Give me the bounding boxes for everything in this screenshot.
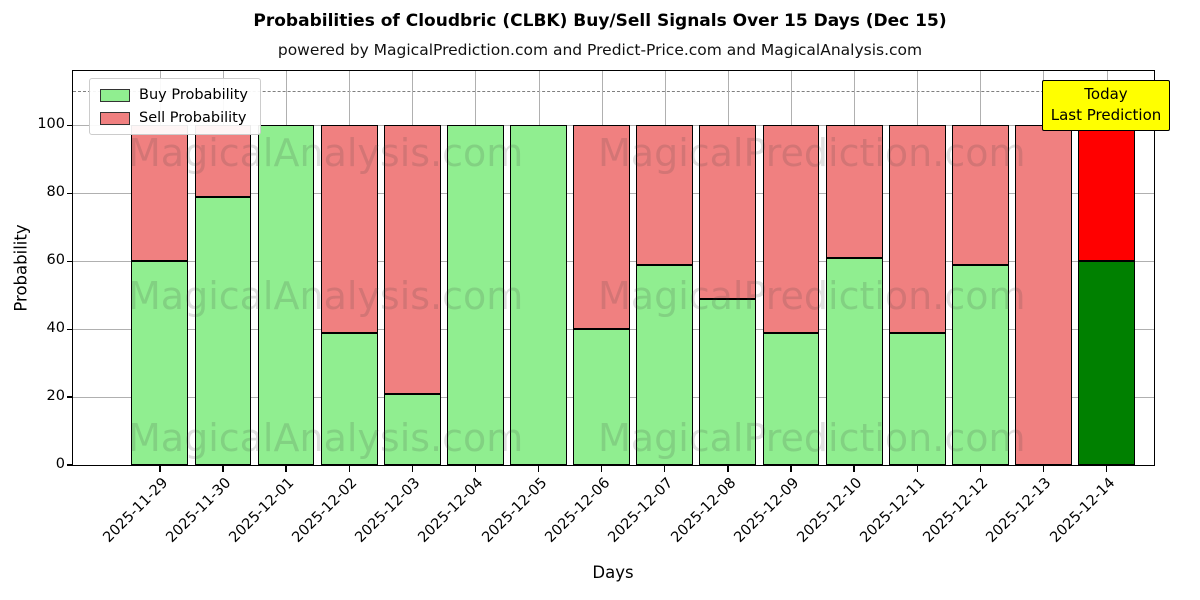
- x-axis-tick: [979, 465, 981, 472]
- bar-segment-buy: [636, 264, 694, 465]
- bar-segment-sell: [320, 125, 378, 333]
- legend: Buy Probability Sell Probability: [89, 78, 261, 135]
- bar-segment-sell: [951, 125, 1009, 265]
- bar-segment-sell: [825, 125, 883, 258]
- y-axis-tick-label: 60: [46, 252, 65, 269]
- bar-segment-buy: [131, 261, 189, 465]
- x-axis-tick: [1105, 465, 1108, 472]
- y-axis-tick-label: 20: [46, 388, 65, 405]
- bar-segment-sell: [131, 125, 189, 262]
- plot-area: Buy Probability Sell Probability 0 20 40 60…: [37, 70, 1155, 546]
- y-axis-tick: [67, 464, 73, 466]
- y-axis-tick: [67, 124, 73, 127]
- annotation-line-last-prediction: Last Prediction: [1050, 106, 1162, 125]
- bar-segment-buy: [762, 332, 820, 465]
- bar-segment-buy: [699, 298, 757, 465]
- y-axis-tick: [67, 396, 73, 398]
- bar-segment-sell: [888, 125, 946, 333]
- chart-title: Probabilities of Cloudbric (CLBK) Buy/Se…: [253, 11, 947, 31]
- legend-label-sell: Sell Probability: [139, 110, 247, 126]
- x-axis-tick: [537, 465, 540, 472]
- x-axis-tick: [790, 465, 792, 472]
- y-axis-tick: [67, 192, 73, 194]
- x-axis-tick: [1042, 465, 1045, 472]
- x-axis-tick: [411, 465, 413, 472]
- bar-segment-sell: [383, 125, 441, 394]
- y-axis-tick-label: 100: [37, 116, 65, 133]
- sell-color-swatch: [100, 111, 130, 125]
- bar-segment-buy: [510, 125, 567, 465]
- bar-segment-sell: [1078, 125, 1135, 262]
- x-axis-tick-label: 2025-11-29: [100, 475, 172, 546]
- y-axis-tick-label: 0: [55, 456, 65, 472]
- legend-label-buy: Buy Probability: [139, 87, 248, 103]
- bar-segment-sell: [762, 125, 820, 333]
- bar-segment-buy: [383, 393, 441, 465]
- bar-segment-buy: [1078, 261, 1135, 465]
- x-axis-tick: [664, 465, 666, 472]
- x-axis-tick: [601, 465, 603, 472]
- x-axis-tick: [916, 465, 918, 472]
- bar-segment-buy: [573, 329, 631, 465]
- x-axis-tick: [222, 465, 224, 472]
- x-axis-tick: [348, 465, 350, 472]
- x-axis-label: Days: [592, 563, 634, 582]
- bar-segment-buy: [888, 332, 946, 465]
- x-axis-tick: [285, 465, 287, 472]
- y-axis-tick-label: 80: [46, 184, 65, 201]
- bar-segment-sell: [699, 125, 757, 299]
- bar-segment-buy: [825, 257, 883, 465]
- annotation-line-today: Today: [1084, 85, 1128, 103]
- x-axis-tick: [474, 465, 477, 472]
- buy-color-swatch: [100, 88, 130, 102]
- bar-segment-buy: [194, 196, 252, 465]
- chart-subtitle: powered by MagicalPrediction.com and Pre…: [277, 41, 923, 59]
- today-annotation-box: Today Last Prediction: [1042, 80, 1170, 131]
- bar-segment-sell: [573, 125, 631, 330]
- x-axis-tick: [159, 465, 161, 472]
- bar-segment-buy: [257, 125, 315, 465]
- legend-item-buy: Buy Probability: [100, 87, 248, 103]
- bar-segment-buy: [320, 332, 378, 465]
- y-axis-tick: [67, 260, 73, 262]
- x-axis-tick: [853, 465, 855, 472]
- legend-item-sell: Sell Probability: [100, 110, 248, 126]
- x-axis-tick: [727, 465, 729, 472]
- dashed-upper-line: [73, 91, 1154, 93]
- bar-segment-sell: [1014, 125, 1072, 465]
- bar-segment-sell: [194, 125, 252, 197]
- bar-segment-sell: [636, 125, 694, 265]
- bar-segment-buy: [951, 264, 1009, 465]
- y-axis-tick: [67, 328, 73, 330]
- y-axis-tick-label: 40: [46, 320, 65, 337]
- bar-segment-buy: [446, 125, 504, 465]
